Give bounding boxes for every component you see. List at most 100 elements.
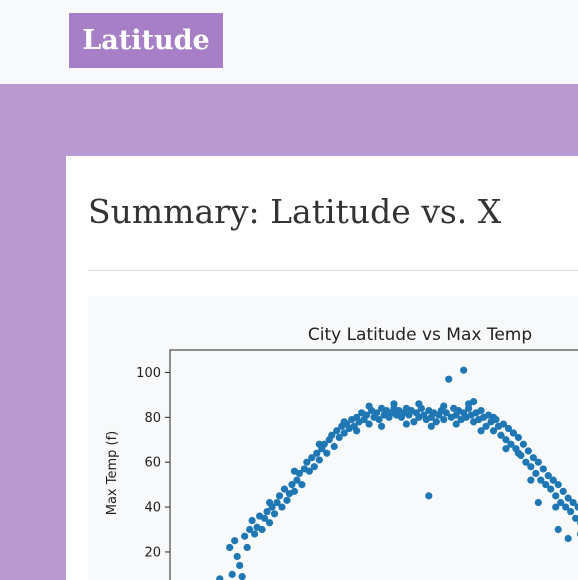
scatter-point: [529, 454, 537, 462]
scatter-point: [372, 409, 381, 417]
chart-title: City Latitude vs Max Temp: [308, 325, 532, 345]
scatter-point: [278, 503, 286, 511]
scatter-point: [549, 476, 557, 484]
scatter-point: [527, 476, 535, 484]
scatter-point: [233, 552, 241, 561]
scatter-point: [522, 458, 530, 466]
scatter-point: [465, 400, 473, 408]
scatter-point: [432, 418, 440, 426]
scatter-point: [534, 498, 542, 507]
scatter-point: [499, 420, 508, 428]
scatter-point: [442, 409, 450, 417]
scatter-point: [216, 575, 224, 580]
scatter-point: [514, 449, 523, 457]
scatter-point: [539, 465, 547, 473]
scatter-point: [290, 487, 299, 495]
scatter-point: [273, 498, 281, 507]
scatter-point: [477, 427, 485, 435]
y-tick-label: 100: [136, 366, 161, 381]
brand-logo-link[interactable]: Latitude: [69, 13, 223, 68]
scatter-point: [507, 440, 515, 448]
scatter-point: [263, 507, 271, 516]
scatter-point: [552, 492, 560, 500]
y-tick-label: 60: [144, 456, 161, 471]
scatter-point: [537, 476, 545, 484]
scatter-point: [502, 445, 510, 453]
scatter-point: [564, 534, 572, 543]
scatter-point: [562, 503, 570, 511]
scatter-point: [532, 469, 540, 478]
scatter-point: [460, 366, 468, 374]
scatter-point: [275, 492, 284, 500]
scatter-points: [216, 366, 578, 580]
scatter-point: [330, 442, 338, 451]
scatter-point: [557, 498, 565, 507]
scatter-point: [241, 532, 249, 540]
scatter-point: [390, 400, 398, 408]
scatter-point: [308, 454, 316, 462]
scatter-point: [425, 492, 433, 500]
scatter-point: [415, 400, 423, 408]
scatter-point: [260, 514, 269, 522]
scatter-point: [552, 503, 560, 511]
scatter-point: [564, 494, 572, 502]
scatter-point: [542, 481, 550, 489]
chart-ylabel: Max Temp (f): [105, 431, 120, 516]
scatter-chart: City Latitude vs Max Temp Max Temp (f) 0…: [105, 325, 578, 580]
scatter-point: [410, 418, 418, 426]
scatter-point: [228, 570, 236, 578]
scatter-point: [519, 440, 527, 448]
scatter-point: [427, 422, 435, 430]
scatter-point: [283, 496, 291, 504]
scatter-point: [559, 487, 567, 495]
y-tick-label: 80: [144, 411, 161, 426]
scatter-point: [238, 573, 246, 580]
scatter-point: [236, 561, 244, 570]
plot-axes: [169, 349, 578, 580]
scatter-point: [340, 429, 348, 437]
y-tick-label: 40: [144, 501, 161, 516]
scatter-point: [353, 427, 361, 435]
scatter-point: [226, 543, 234, 552]
scatter-point: [246, 525, 254, 534]
scatter-point: [482, 422, 490, 430]
scatter-point: [328, 431, 336, 439]
scatter-point: [323, 449, 331, 457]
scatter-point: [335, 433, 343, 442]
scatter-point: [527, 463, 535, 471]
top-navbar: Latitude: [0, 0, 578, 84]
scatter-point: [502, 436, 510, 444]
scatter-point: [544, 472, 552, 480]
scatter-point: [440, 415, 448, 424]
scatter-point: [477, 406, 485, 415]
scatter-point: [504, 424, 513, 433]
scatter-point: [248, 516, 256, 525]
scatter-point: [497, 431, 505, 439]
scatter-point: [402, 420, 411, 428]
scatter-point: [231, 537, 239, 545]
scatter-point: [567, 507, 575, 516]
scatter-point: [340, 418, 348, 426]
scatter-point: [574, 503, 578, 511]
scatter-point: [547, 485, 555, 493]
scatter-point: [365, 402, 373, 410]
scatter-point: [315, 440, 323, 448]
scatter-point: [265, 498, 274, 507]
scatter-point: [270, 510, 279, 518]
y-tick-label: 20: [144, 545, 161, 560]
scatter-point: [293, 476, 301, 484]
scatter-point: [514, 433, 523, 442]
scatter-point: [303, 458, 311, 466]
scatter-point: [280, 485, 289, 493]
scatter-point: [452, 420, 460, 428]
scatter-point: [288, 481, 296, 489]
scatter-plot-image: City Latitude vs Max Temp Max Temp (f) 0…: [88, 296, 578, 580]
scatter-point: [251, 530, 259, 538]
scatter-point: [572, 514, 578, 522]
scatter-point: [320, 440, 328, 448]
scatter-point: [554, 481, 562, 489]
y-axis-ticks: 020406080100: [136, 366, 170, 560]
scatter-point: [445, 375, 453, 383]
scatter-point: [440, 402, 448, 410]
scatter-point: [298, 481, 306, 489]
